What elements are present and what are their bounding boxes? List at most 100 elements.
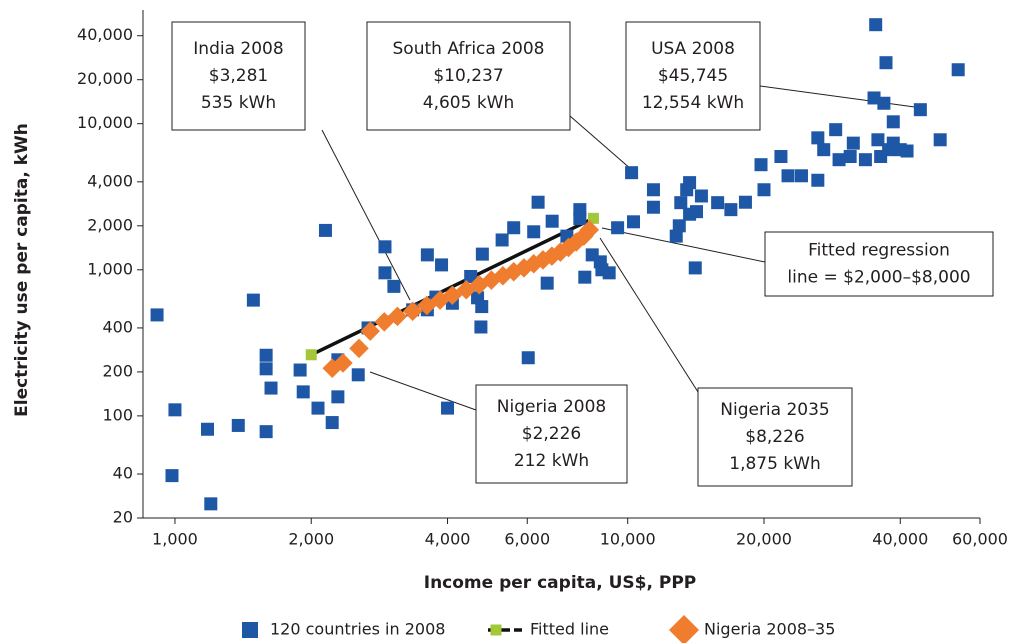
annotation-text: $45,745: [658, 66, 728, 86]
y-tick-label: 10,000: [77, 113, 133, 132]
square-marker: [811, 131, 825, 145]
square-marker: [331, 390, 345, 404]
square-marker: [672, 219, 686, 233]
square-marker: [387, 279, 401, 293]
square-marker: [464, 269, 478, 283]
y-tick-label: 100: [102, 405, 133, 424]
x-axis-title: Income per capita, US$, PPP: [424, 573, 697, 593]
square-marker: [351, 368, 365, 382]
square-marker: [913, 103, 927, 117]
annotation-box: [764, 231, 994, 297]
square-marker: [774, 150, 788, 164]
square-marker: [573, 212, 587, 226]
diamond-marker: [402, 301, 423, 322]
square-marker: [646, 183, 660, 197]
square-marker: [521, 351, 535, 365]
square-marker: [811, 173, 825, 187]
annotation-text: $8,226: [745, 427, 804, 447]
annotation-text: USA 2008: [651, 39, 735, 59]
square-marker: [858, 153, 872, 167]
square-marker: [757, 183, 771, 197]
square-marker: [683, 176, 697, 190]
leader-line: [321, 129, 411, 301]
square-marker: [867, 91, 881, 105]
leader-line: [601, 227, 766, 263]
x-tick-label: 2,000: [288, 530, 334, 549]
square-marker: [293, 363, 307, 377]
square-marker: [264, 381, 278, 395]
square-marker: [311, 401, 325, 415]
legend-label: Fitted line: [530, 620, 609, 639]
square-marker: [168, 403, 182, 417]
y-tick-label: 4,000: [87, 171, 133, 190]
square-marker: [200, 422, 214, 436]
diamond-marker: [333, 353, 353, 373]
diamond-marker: [349, 338, 369, 359]
x-tick-label: 1,000: [152, 530, 198, 549]
x-tick-label: 4,000: [425, 530, 471, 549]
annotation-text: Nigeria 2008: [497, 397, 607, 417]
square-marker: [781, 169, 795, 183]
legend-label: Nigeria 2008–35: [704, 620, 835, 639]
square-marker: [495, 233, 509, 247]
square-marker: [711, 196, 725, 210]
y-tick-label: 1,000: [87, 259, 133, 278]
annotation-text: 535 kWh: [201, 93, 276, 113]
y-tick-label: 200: [102, 361, 133, 380]
square-marker: [688, 261, 702, 275]
square-marker: [933, 133, 947, 147]
annotation-box: [171, 21, 306, 131]
square-marker: [738, 195, 752, 209]
y-tick-label: 40: [113, 464, 133, 483]
square-marker: [587, 212, 599, 224]
square-marker: [204, 497, 218, 511]
square-marker: [259, 348, 273, 362]
square-marker: [794, 169, 808, 183]
square-marker: [886, 115, 900, 129]
annotation-text: $2,226: [522, 424, 581, 444]
square-marker: [490, 624, 502, 636]
square-marker: [545, 214, 559, 228]
square-marker: [259, 425, 273, 439]
square-marker: [318, 223, 332, 237]
square-marker: [578, 270, 592, 284]
diamond-marker: [387, 306, 408, 327]
square-marker: [474, 320, 488, 334]
annotation-box: [625, 21, 761, 131]
square-marker: [441, 401, 455, 415]
annotation-box: [475, 384, 628, 484]
square-marker: [325, 416, 339, 430]
square-marker: [378, 240, 392, 254]
leader-line: [599, 237, 699, 393]
square-marker: [846, 136, 860, 150]
square-marker: [754, 158, 768, 172]
annotation-text: line = $2,000–$8,000: [787, 268, 970, 288]
square-marker: [877, 96, 891, 110]
annotation-box: [697, 387, 853, 487]
diamond-marker: [669, 615, 699, 643]
square-marker: [259, 362, 273, 376]
leader-line: [759, 85, 923, 109]
square-marker: [669, 229, 683, 243]
x-tick-label: 60,000: [952, 530, 1008, 549]
annotations: India 2008 $3,281 535 kWh South Africa 2008…: [171, 21, 994, 487]
square-marker: [165, 469, 179, 483]
annotation-text: 212 kWh: [514, 451, 589, 471]
diamond-marker: [360, 321, 381, 341]
square-marker: [305, 349, 317, 361]
square-marker: [150, 308, 164, 322]
square-marker: [540, 276, 554, 290]
annotation-text: 4,605 kWh: [423, 93, 515, 113]
annotation-text: South Africa 2008: [393, 39, 545, 59]
square-marker: [694, 189, 708, 203]
square-marker: [690, 205, 704, 219]
square-marker: [531, 195, 545, 209]
y-tick-label: 400: [102, 317, 133, 336]
square-marker: [627, 215, 641, 229]
square-marker: [674, 196, 688, 210]
square-marker: [242, 622, 258, 638]
square-marker: [611, 221, 625, 235]
square-marker: [527, 225, 541, 239]
leader-line: [569, 115, 633, 171]
leader-line: [369, 371, 477, 411]
